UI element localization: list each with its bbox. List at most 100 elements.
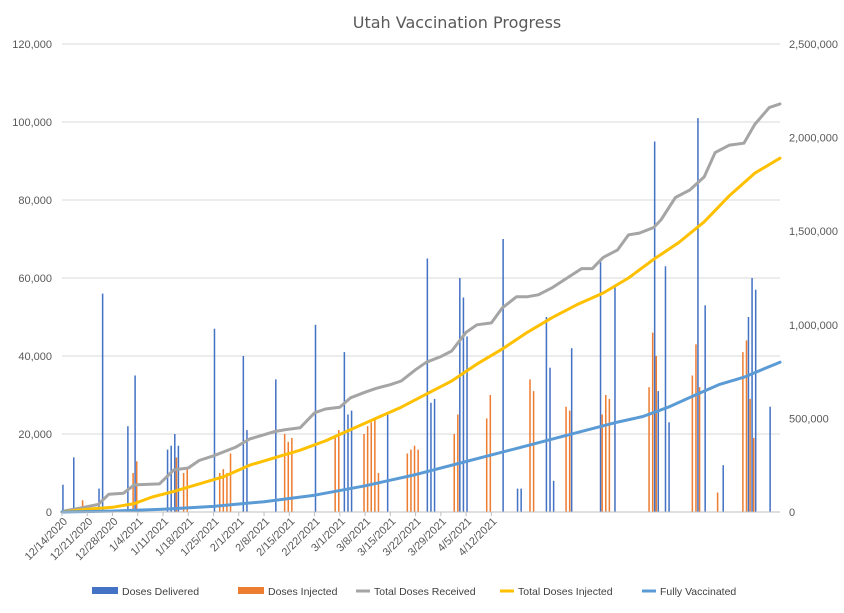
legend-swatch (238, 587, 264, 594)
doses-delivered-bar (697, 118, 699, 512)
doses-injected-bar (745, 340, 748, 512)
doses-injected-bar (366, 426, 369, 512)
doses-injected-bar (410, 449, 412, 512)
doses-injected-bar (374, 418, 376, 512)
doses-injected-bar (413, 445, 416, 512)
doses-delivered-bar (751, 278, 753, 512)
doses-delivered-bar (657, 391, 660, 512)
doses-injected-bar (370, 422, 373, 512)
cumulative-lines (60, 102, 782, 514)
doses-delivered-bar (350, 410, 353, 512)
right-tick-label: 2,500,000 (789, 39, 838, 51)
legend-label: Fully Vaccinated (660, 586, 736, 598)
doses-injected-bar (565, 406, 567, 512)
doses-injected-bar (655, 356, 658, 512)
doses-injected-bar (363, 434, 365, 512)
doses-delivered-bar (134, 375, 136, 512)
left-tick-label: 120,000 (12, 39, 52, 51)
right-tick-label: 500,000 (789, 413, 829, 425)
doses-delivered-bar (754, 289, 757, 512)
doses-injected-bar (601, 414, 603, 512)
legend-item: Doses Injected (238, 586, 338, 598)
doses-injected-bar (453, 434, 455, 512)
doses-delivered-bar (516, 488, 519, 512)
left-tick-label: 0 (46, 507, 52, 519)
doses-injected-bar (334, 437, 336, 512)
doses-injected-bar (135, 461, 138, 512)
doses-delivered-bar (73, 457, 75, 512)
doses-injected-bar (485, 418, 488, 512)
doses-injected-bar (691, 375, 694, 512)
doses-delivered-bar (242, 356, 245, 512)
doses-delivered-bar (314, 324, 317, 512)
legend-swatch (92, 587, 118, 594)
doses-delivered-bar (127, 426, 129, 512)
doses-delivered-bar (747, 317, 750, 512)
doses-injected-bar (222, 469, 225, 512)
doses-delivered-bar (430, 402, 432, 512)
legend-label: Total Doses Injected (518, 586, 613, 598)
doses-injected-bar (229, 453, 232, 512)
gridlines (62, 43, 780, 513)
doses-delivered-bar (101, 293, 104, 512)
left-tick-label: 100,000 (12, 117, 52, 129)
doses-delivered-bar (386, 414, 389, 512)
legend-item: Doses Delivered (92, 586, 199, 598)
doses-injected-bar (291, 437, 293, 512)
doses-delivered-bar (98, 488, 100, 512)
doses-injected-bar (417, 449, 419, 512)
doses-injected-bar (132, 473, 134, 512)
doses-injected-bar (489, 395, 492, 512)
doses-delivered-bar (653, 141, 656, 512)
right-axis: 0 500,000 1,000,000 1,500,000 2,000,000 2,500… (789, 39, 838, 519)
doses-injected-bar (175, 457, 178, 512)
chart-title: Utah Vaccination Progress (353, 13, 562, 32)
right-tick-label: 1,500,000 (789, 226, 838, 238)
doses-delivered-bar (426, 258, 429, 512)
doses-delivered-bar (347, 414, 349, 512)
doses-injected-bar (283, 434, 286, 512)
left-tick-label: 20,000 (18, 429, 52, 441)
legend-label: Total Doses Received (374, 586, 476, 598)
legend-item: Fully Vaccinated (642, 586, 736, 598)
doses-injected-bar (608, 398, 611, 512)
left-tick-label: 60,000 (18, 273, 52, 285)
doses-injected-bar (406, 453, 409, 512)
doses-delivered-bar (433, 398, 436, 512)
doses-delivered-bar (520, 488, 522, 512)
doses-delivered-bars (62, 118, 771, 512)
doses-delivered-bar (664, 266, 667, 512)
doses-delivered-bar (614, 285, 616, 512)
legend-label: Doses Delivered (122, 586, 199, 598)
doses-delivered-bar (668, 422, 670, 512)
legend: Doses Delivered Doses Injected Total Doses… (92, 586, 736, 598)
doses-injected-bar (651, 332, 654, 512)
doses-injected-bar (605, 395, 607, 512)
doses-delivered-bar (599, 258, 602, 512)
doses-injected-bar (532, 391, 535, 512)
total-doses-received-line (60, 102, 782, 514)
x-axis: 12/14/202012/21/202012/28/20201/4/20211/… (23, 511, 780, 563)
doses-injected-bar (338, 430, 340, 512)
doses-delivered-bar (62, 484, 64, 512)
doses-delivered-bar (570, 348, 573, 512)
doses-delivered-bar (275, 379, 277, 512)
doses-injected-bar (568, 410, 571, 512)
doses-delivered-bar (459, 278, 461, 512)
doses-injected-bar (698, 387, 701, 512)
doses-injected-bar (716, 492, 719, 512)
doses-injected-bars (81, 332, 755, 512)
doses-delivered-bar (213, 328, 216, 512)
legend-label: Doses Injected (268, 586, 338, 598)
left-tick-label: 40,000 (18, 351, 52, 363)
legend-item: Total Doses Injected (500, 586, 613, 598)
doses-delivered-bar (462, 297, 465, 512)
doses-injected-bar (226, 473, 228, 512)
doses-delivered-bar (769, 406, 771, 512)
total-doses-injected-line (60, 156, 782, 514)
doses-injected-bar (186, 469, 188, 512)
doses-delivered-bar (704, 305, 706, 512)
doses-delivered-bar (552, 480, 555, 512)
doses-delivered-bar (174, 434, 176, 512)
doses-injected-bar (749, 398, 751, 512)
